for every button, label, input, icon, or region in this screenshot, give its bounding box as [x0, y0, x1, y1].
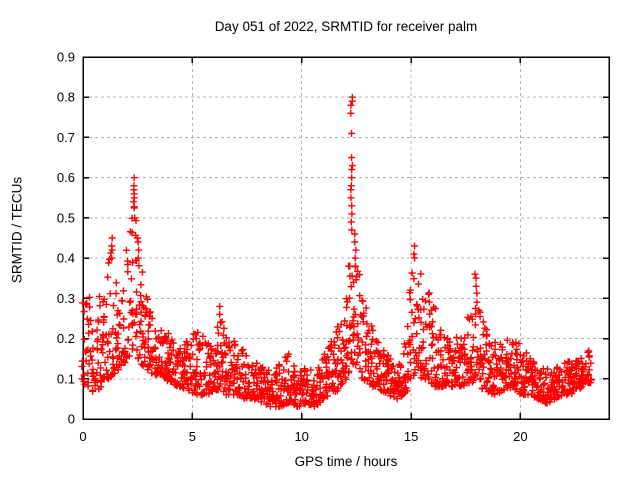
y-tick-label: 0.7	[57, 130, 75, 145]
x-tick-label: 10	[294, 429, 308, 444]
y-tick-label: 0.1	[57, 371, 75, 386]
x-tick-label: 5	[189, 429, 196, 444]
x-tick-label: 20	[513, 429, 527, 444]
y-tick-label: 0.9	[57, 50, 75, 65]
chart-title: Day 051 of 2022, SRMTID for receiver pal…	[214, 19, 478, 34]
plot-border	[82, 56, 610, 420]
grid-lines	[83, 57, 609, 419]
y-tick-label: 0.3	[57, 291, 75, 306]
axis-ticks	[82, 56, 609, 420]
scatter-points	[78, 93, 595, 411]
y-tick-label: 0.2	[57, 331, 75, 346]
y-tick-label: 0.4	[57, 251, 75, 266]
y-tick-label: 0.6	[57, 170, 75, 185]
x-tick-label: 15	[404, 429, 418, 444]
y-tick-label: 0	[68, 412, 75, 427]
x-tick-label: 0	[79, 429, 86, 444]
x-axis-label: GPS time / hours	[294, 454, 398, 469]
y-tick-label: 0.5	[57, 210, 75, 225]
y-tick-label: 0.8	[57, 90, 75, 105]
